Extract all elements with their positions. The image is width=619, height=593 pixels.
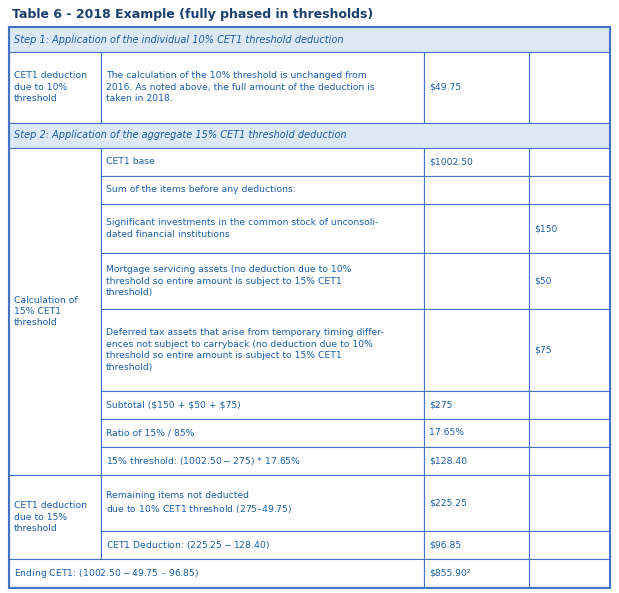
Text: CET1 Deduction: ($225.25 - $128.40): CET1 Deduction: ($225.25 - $128.40) [106, 540, 270, 551]
Text: $75: $75 [534, 346, 552, 355]
Bar [101, 310, 424, 391]
Text: Sum of the items before any deductions:: Sum of the items before any deductions: [106, 186, 296, 195]
Bar [9, 27, 610, 52]
Bar [424, 52, 529, 123]
Text: 17.65%: 17.65% [430, 429, 464, 438]
Text: 15% threshold: ($1002.50 - $275) * 17.65%: 15% threshold: ($1002.50 - $275) * 17.65… [106, 455, 301, 467]
Bar [101, 475, 424, 531]
Bar [9, 52, 101, 123]
Text: $150: $150 [534, 224, 558, 233]
Bar [424, 419, 529, 447]
Text: Subtotal ($150 + $50 + $75): Subtotal ($150 + $50 + $75) [106, 400, 241, 409]
Bar [529, 253, 610, 310]
Bar [101, 391, 424, 419]
Bar [424, 447, 529, 475]
Bar [424, 531, 529, 559]
Bar [101, 204, 424, 253]
Bar [424, 559, 529, 588]
Text: CET1 deduction
due to 10%
threshold: CET1 deduction due to 10% threshold [14, 71, 87, 103]
Bar [101, 52, 424, 123]
Bar [529, 531, 610, 559]
Bar [529, 204, 610, 253]
Bar [9, 123, 610, 148]
Bar [101, 253, 424, 310]
Bar [424, 475, 529, 531]
Text: $50: $50 [534, 277, 552, 286]
Bar [424, 176, 529, 204]
Text: Deferred tax assets that arise from temporary timing differ-
ences not subject t: Deferred tax assets that arise from temp… [106, 329, 384, 372]
Bar [529, 447, 610, 475]
Bar [424, 391, 529, 419]
Bar [529, 176, 610, 204]
Text: Table 6 - 2018 Example (fully phased in thresholds): Table 6 - 2018 Example (fully phased in … [12, 8, 373, 21]
Text: Ending CET1: ($1002.50 - $49.75 – 96.85): Ending CET1: ($1002.50 - $49.75 – 96.85) [14, 567, 199, 580]
Text: CET1 deduction
due to 15%
threshold: CET1 deduction due to 15% threshold [14, 501, 87, 533]
Text: Calculation of
15% CET1
threshold: Calculation of 15% CET1 threshold [14, 295, 77, 327]
Text: Remaining items not deducted
due to 10% CET1 threshold ($275 – $49.75): Remaining items not deducted due to 10% … [106, 491, 292, 515]
Text: CET1 base: CET1 base [106, 157, 155, 167]
Bar [424, 310, 529, 391]
Bar [529, 52, 610, 123]
Bar [101, 148, 424, 176]
Text: Mortgage servicing assets (no deduction due to 10%
threshold so entire amount is: Mortgage servicing assets (no deduction … [106, 265, 352, 297]
Bar [529, 391, 610, 419]
Bar [424, 204, 529, 253]
Text: $275: $275 [430, 400, 452, 409]
Bar [9, 475, 101, 559]
Bar [9, 148, 101, 475]
Bar [101, 419, 424, 447]
Text: $49.75: $49.75 [430, 83, 461, 92]
Text: Ratio of 15% / 85%: Ratio of 15% / 85% [106, 429, 194, 438]
Text: Significant investments in the common stock of unconsoli-
dated financial instit: Significant investments in the common st… [106, 218, 378, 239]
Text: $225.25: $225.25 [430, 499, 467, 508]
Bar [529, 310, 610, 391]
Text: $1002.50: $1002.50 [430, 157, 473, 167]
Bar [529, 419, 610, 447]
Text: Step 1: Application of the individual 10% CET1 threshold deduction: Step 1: Application of the individual 10… [14, 34, 344, 44]
Bar [529, 475, 610, 531]
Bar [529, 148, 610, 176]
Bar [424, 148, 529, 176]
Text: Step 2: Application of the aggregate 15% CET1 threshold deduction: Step 2: Application of the aggregate 15%… [14, 130, 347, 140]
Bar [424, 253, 529, 310]
Bar [9, 559, 424, 588]
Bar [101, 447, 424, 475]
Bar [529, 559, 610, 588]
Bar [101, 176, 424, 204]
Text: $855.90²: $855.90² [430, 569, 471, 578]
Text: $128.40: $128.40 [430, 457, 467, 466]
Text: The calculation of the 10% threshold is unchanged from
2016. As noted above, the: The calculation of the 10% threshold is … [106, 71, 374, 103]
Text: $96.85: $96.85 [430, 541, 461, 550]
Bar [101, 531, 424, 559]
